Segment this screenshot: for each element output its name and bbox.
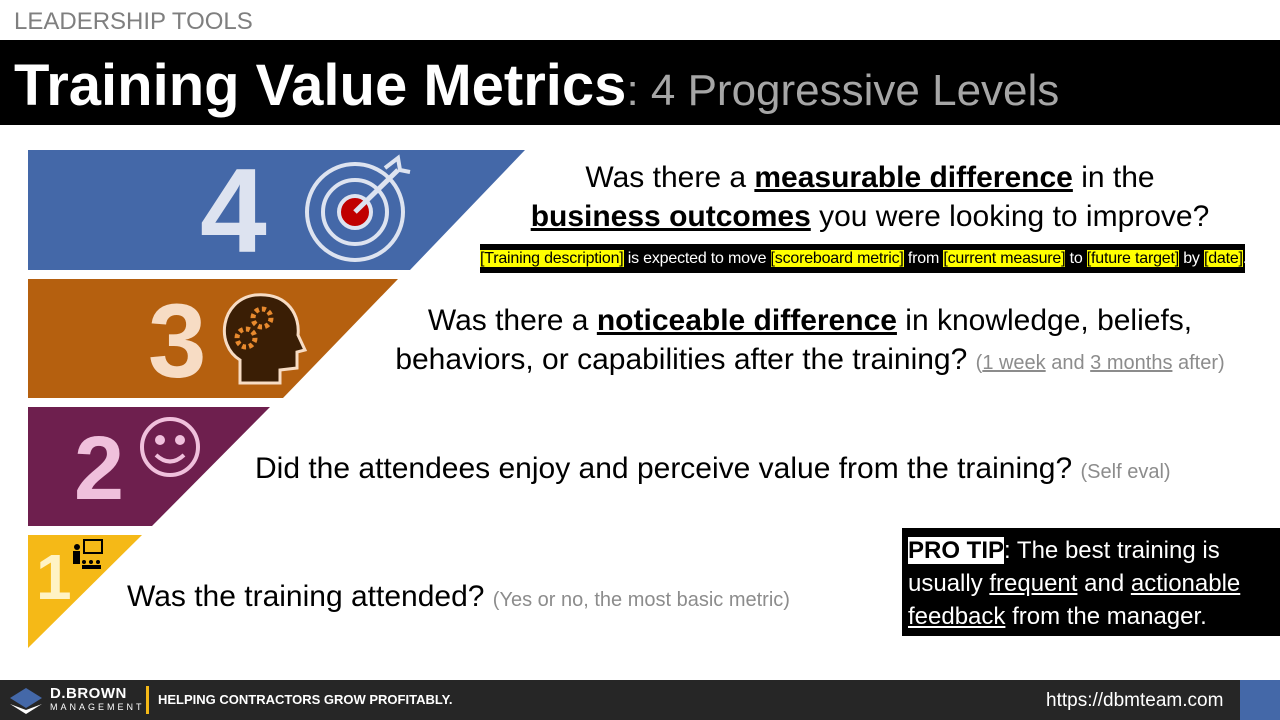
text-segment: after)	[1172, 352, 1225, 374]
metric-template: [Training description] is expected to mo…	[480, 244, 1248, 273]
text-segment: is expected to move	[623, 250, 771, 267]
text-segment: from	[903, 250, 944, 267]
text-segment: : The best training is usually	[908, 537, 1220, 597]
text-segment: [scoreboard metric]	[770, 250, 904, 267]
title-bar	[0, 40, 1280, 125]
band-1	[28, 535, 142, 648]
text-segment: Was there a	[427, 304, 597, 337]
target-icon	[305, 154, 411, 262]
text-segment: (Yes or no, the most basic metric)	[492, 589, 790, 611]
text-segment: and	[1077, 570, 1131, 597]
text-segment: in the	[1072, 161, 1155, 194]
category: LEADERSHIP TOOLS	[14, 8, 253, 35]
text-segment: [future target]	[1086, 250, 1179, 267]
text-segment: 3 months	[1090, 352, 1173, 374]
text-segment: frequent	[989, 570, 1078, 597]
pro-tip: PRO TIP: The best training is usually fr…	[902, 528, 1280, 636]
text-segment: (	[975, 352, 983, 374]
text-segment: by	[1178, 250, 1204, 267]
text-segment: [Training description]	[480, 250, 624, 267]
text-segment: Was there a	[585, 161, 755, 194]
brand: D.BROWN	[50, 685, 127, 702]
level-question: Was there a measurable difference in the…	[500, 158, 1240, 236]
question-line: Did the attendees enjoy and perceive val…	[255, 449, 1255, 492]
url[interactable]: https://dbmteam.com	[1046, 690, 1224, 711]
text-segment: [date]	[1203, 250, 1243, 267]
text-segment: behaviors, or capabilities after the tra…	[395, 343, 976, 376]
footer-accent	[1240, 680, 1280, 720]
band-3	[28, 279, 398, 398]
logo	[10, 688, 42, 714]
text-segment: Did the attendees enjoy and perceive val…	[255, 452, 1081, 485]
text-segment: [current measure]	[943, 250, 1066, 267]
level-question: Did the attendees enjoy and perceive val…	[255, 449, 1255, 492]
question-line: Was there a measurable difference in the	[500, 158, 1240, 197]
text-segment: and	[1045, 352, 1091, 374]
smile-icon	[140, 417, 200, 477]
title-main: Training Value Metrics	[14, 53, 627, 118]
text-segment: PRO TIP	[908, 537, 1005, 564]
text-segment: business outcomes	[530, 200, 811, 233]
subtitle: : 4 Progressive Levels	[626, 66, 1060, 115]
question-line: Was there a noticeable difference in kno…	[360, 301, 1260, 340]
level-number: 3	[148, 283, 207, 400]
question-line: Was the training attended? (Yes or no, t…	[127, 577, 887, 620]
text-segment: noticeable difference	[596, 304, 897, 337]
text-segment: Was the training attended?	[127, 580, 493, 613]
text-segment: from the manager.	[1005, 603, 1207, 630]
text-segment: actionable feedback	[908, 570, 1241, 630]
pyramid	[28, 150, 525, 648]
level-number: 1	[36, 541, 72, 613]
footer	[0, 680, 1280, 720]
text-segment: to	[1065, 250, 1087, 267]
question-line: behaviors, or capabilities after the tra…	[360, 340, 1260, 383]
presenter-icon	[73, 539, 103, 569]
text-segment: 1 week	[982, 352, 1046, 374]
text-segment: in knowledge, beliefs,	[896, 304, 1193, 337]
brand-sub: MANAGEMENT	[50, 702, 145, 712]
level-question: Was there a noticeable difference in kno…	[360, 301, 1260, 383]
question-line: business outcomes you were looking to im…	[500, 197, 1240, 236]
text-segment: (Self eval)	[1080, 461, 1171, 483]
title: Training Value Metrics: 4 Progressive Le…	[14, 52, 1059, 119]
band-4	[28, 150, 525, 270]
text-segment: measurable difference	[754, 161, 1073, 194]
level-number: 2	[74, 419, 125, 519]
divider	[146, 686, 149, 714]
text-segment: you were looking to improve?	[810, 200, 1210, 233]
head-icon	[223, 293, 308, 385]
level-number: 4	[200, 144, 267, 278]
level-question: Was the training attended? (Yes or no, t…	[127, 577, 887, 620]
text-segment: .	[1242, 250, 1248, 267]
tagline: HELPING CONTRACTORS GROW PROFITABLY.	[158, 692, 453, 707]
